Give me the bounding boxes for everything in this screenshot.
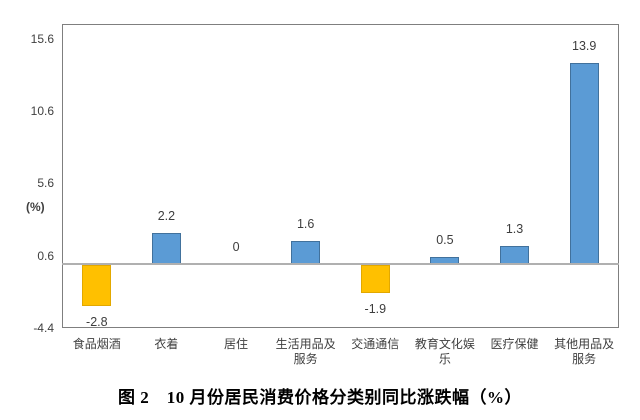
plot-area [62,24,619,328]
y-axis-unit-label: (%) [26,200,45,214]
category-label-衣着: 衣着 [154,337,179,351]
value-label-衣着: 2.2 [157,208,176,223]
value-label-食品烟酒: -2.8 [86,314,108,329]
bar-医疗保健 [500,245,530,265]
category-label-食品烟酒: 食品烟酒 [72,337,121,351]
value-label-生活用品及服务: 1.6 [296,217,315,232]
y-tick-label: 10.6 [30,103,54,118]
category-label-医疗保健: 医疗保健 [490,337,539,351]
bar-食品烟酒 [82,265,112,306]
y-tick-label: 0.6 [37,248,54,263]
category-label-教育文化娱乐: 教育文化娱 乐 [414,337,475,366]
chart-title: 图 2 10 月份居民消费价格分类别同比涨跌幅（%） [118,388,522,407]
value-label-其他用品及服务: 13.9 [572,39,597,54]
category-label-居住: 居住 [224,337,249,351]
category-label-交通通信: 交通通信 [351,337,400,351]
value-label-医疗保健: 1.3 [505,221,524,236]
x-axis-zero-line [62,263,619,266]
y-tick-label: 5.6 [37,176,54,191]
category-label-其他用品及服务: 其他用品及 服务 [554,337,615,366]
category-label-生活用品及服务: 生活用品及 服务 [275,337,336,366]
value-label-交通通信: -1.9 [364,301,387,316]
y-tick-label: 15.6 [30,31,54,46]
value-label-教育文化娱乐: 0.5 [436,233,454,248]
bar-衣着 [151,232,181,265]
bar-生活用品及服务 [291,241,321,265]
value-label-居住: 0 [232,240,240,255]
bar-交通通信 [360,265,390,293]
y-tick-label: -4.4 [33,321,54,335]
bar-其他用品及服务 [569,63,599,265]
